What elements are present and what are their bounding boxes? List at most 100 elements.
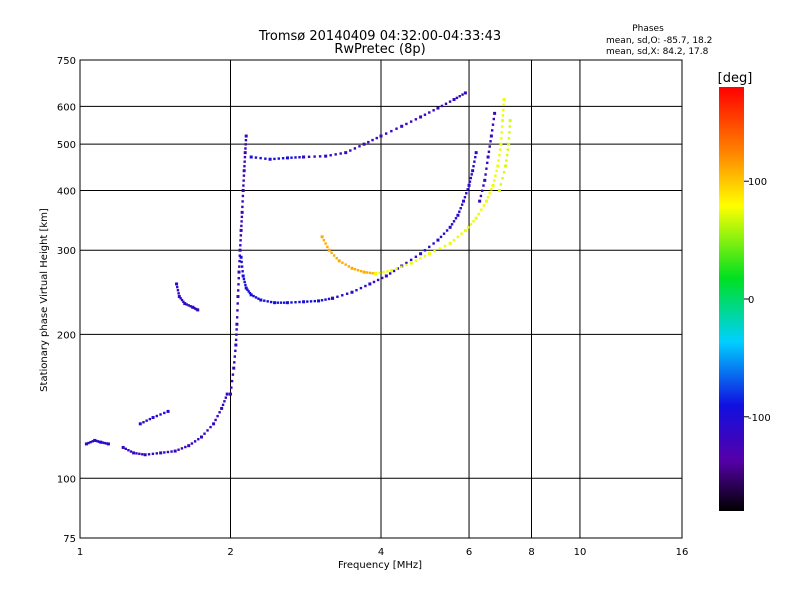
echo-point	[470, 173, 473, 176]
echo-point	[483, 178, 487, 182]
echo-point	[350, 266, 354, 270]
echo-point	[423, 249, 427, 252]
echo-point	[461, 93, 464, 96]
echo-point	[334, 153, 337, 156]
echo-point	[349, 149, 352, 152]
echo-point	[489, 140, 492, 143]
y-tick-label: 300	[57, 246, 76, 257]
echo-point	[236, 295, 240, 299]
echo-point	[151, 452, 155, 456]
echo-point	[318, 155, 322, 158]
echo-point	[455, 96, 459, 100]
echo-point	[277, 157, 280, 160]
echo-point	[177, 448, 180, 451]
echo-point	[485, 167, 488, 170]
echo-point	[452, 220, 456, 223]
echo-point	[320, 299, 324, 302]
echo-point	[259, 298, 263, 302]
echo-point	[148, 417, 152, 421]
echo-point	[290, 301, 293, 304]
echo-point	[237, 270, 241, 274]
echo-point	[230, 386, 233, 389]
echo-point	[378, 271, 381, 275]
echo-point	[264, 157, 267, 160]
echo-point	[235, 333, 238, 336]
echo-point	[273, 157, 276, 161]
x-axis-label: Frequency [MHz]	[338, 560, 422, 571]
echo-point	[294, 156, 297, 159]
echo-point	[390, 129, 393, 133]
echo-point	[488, 145, 491, 148]
echo-point	[381, 276, 384, 280]
echo-point	[440, 104, 444, 108]
echo-point	[444, 102, 448, 105]
echo-point	[242, 184, 245, 187]
echo-point	[99, 440, 103, 444]
echo-point	[466, 188, 469, 191]
echo-point	[273, 301, 277, 305]
echo-point	[246, 288, 249, 291]
echo-point	[243, 155, 247, 159]
echo-point	[84, 442, 88, 446]
echo-point	[281, 157, 285, 160]
echo-point	[170, 450, 173, 453]
echo-point	[163, 411, 166, 415]
x-tick-label: 10	[574, 547, 587, 558]
echo-point	[367, 140, 370, 144]
echo-point	[474, 151, 478, 155]
echo-point	[359, 286, 363, 290]
y-axis-label: Stationary phase Virtual Height [km]	[39, 208, 50, 392]
echo-point	[193, 307, 197, 310]
echo-point	[294, 301, 297, 304]
echo-point	[477, 212, 480, 216]
echo-point	[209, 425, 212, 429]
echo-point	[238, 259, 241, 263]
echo-point	[89, 440, 92, 444]
echo-point	[268, 157, 272, 161]
echo-point	[335, 257, 338, 260]
echo-point	[240, 215, 244, 219]
echo-point	[243, 164, 246, 168]
echo-point	[320, 235, 324, 239]
echo-point	[309, 300, 313, 303]
echo-point	[203, 432, 206, 435]
echo-point	[145, 419, 148, 422]
echo-point	[257, 297, 260, 300]
echo-point	[97, 440, 101, 443]
echo-point	[243, 280, 246, 284]
x-tick-label: 1	[77, 547, 83, 558]
echo-point	[236, 309, 239, 312]
echo-point	[94, 439, 98, 443]
echo-point	[244, 134, 248, 138]
echo-point	[290, 156, 293, 159]
echo-point	[200, 435, 204, 439]
echo-point	[191, 305, 195, 309]
echo-point	[467, 183, 471, 187]
echo-point	[196, 308, 200, 312]
colorbar-label: [deg]	[718, 71, 753, 86]
echo-point	[241, 205, 244, 209]
echo-point	[233, 355, 236, 358]
echo-point	[469, 223, 472, 226]
echo-point	[502, 170, 506, 174]
echo-point	[249, 155, 253, 159]
echo-point	[487, 150, 491, 153]
chart-title: Tromsø 20140409 04:32:00-04:33:43	[258, 29, 501, 44]
echo-point	[405, 122, 408, 126]
plot-frame	[79, 59, 683, 539]
echo-point	[276, 301, 279, 304]
echo-point	[234, 338, 238, 342]
echo-point	[242, 277, 246, 281]
echo-point	[87, 441, 90, 445]
echo-point	[501, 114, 505, 117]
echo-point	[177, 295, 181, 299]
echo-point	[436, 238, 440, 242]
echo-point	[184, 445, 187, 449]
echo-point	[372, 280, 376, 284]
y-tick-label: 75	[63, 534, 76, 545]
echo-point	[508, 119, 512, 123]
chart-subtitle: RwPretec (8p)	[334, 42, 425, 57]
echo-point	[298, 156, 301, 159]
echo-point	[206, 429, 209, 432]
